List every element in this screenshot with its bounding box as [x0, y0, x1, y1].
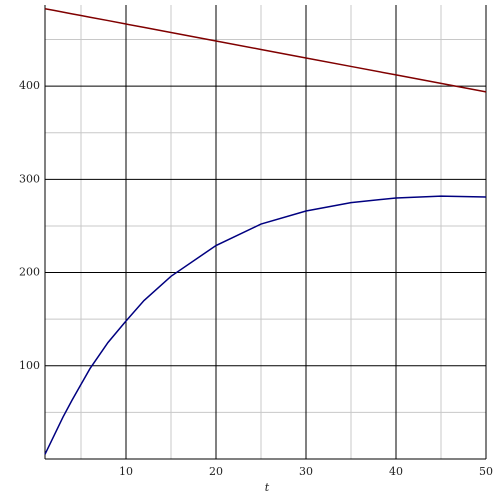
y-tick-label: 400 [19, 79, 40, 92]
x-tick-label: 30 [299, 465, 313, 478]
y-tick-label: 100 [19, 359, 40, 372]
x-tick-label: 40 [389, 465, 403, 478]
x-axis-label: t [265, 481, 270, 494]
x-tick-label: 50 [479, 465, 493, 478]
line-series [44, 195, 487, 455]
x-tick-label: 20 [209, 465, 223, 478]
x-tick-label: 10 [119, 465, 133, 478]
y-tick-label: 200 [19, 266, 40, 279]
y-tick-label: 300 [19, 172, 40, 185]
line-series [44, 7, 487, 93]
